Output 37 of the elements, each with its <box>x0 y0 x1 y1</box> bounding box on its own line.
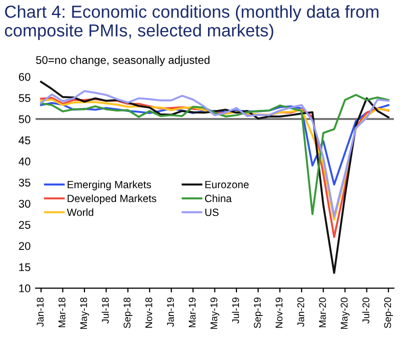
x-tick-label: Sep-20 <box>384 298 393 328</box>
x-tick-label: Mar-20 <box>319 298 326 328</box>
y-tick-label: 30 <box>18 200 30 208</box>
x-tick-label: Sep-18 <box>124 298 132 328</box>
y-tick-label: 25 <box>18 220 30 229</box>
x-tick-label: Jul-20 <box>362 298 370 324</box>
x-tick-label: Mar-19 <box>188 298 196 328</box>
line-series <box>40 80 390 274</box>
y-tick-label: 50 <box>18 115 30 124</box>
legend-label: China <box>205 194 232 202</box>
legend-label: World <box>66 208 94 216</box>
y-tick-label: 10 <box>19 284 30 292</box>
x-tick-label: May-18 <box>80 298 89 329</box>
legend-label: Developed Markets <box>68 194 156 204</box>
x-tick-label: Nov-18 <box>145 298 152 328</box>
x-tick-label: Sep-19 <box>254 298 263 328</box>
y-tick-label: 45 <box>18 136 30 144</box>
legend-label: Eurozone <box>205 181 249 188</box>
y-tick-label: 40 <box>18 158 30 166</box>
x-tick-label: Jul-18 <box>102 298 109 324</box>
y-tick-label: 35 <box>18 178 30 187</box>
x-tick-label: May-20 <box>340 298 350 329</box>
x-tick-label: Jan-20 <box>297 298 304 327</box>
y-tick-label: 55 <box>18 94 30 102</box>
chart-title: Chart 4: Economic conditions (monthly data from composite PMIs, selected markets) <box>4 5 378 40</box>
x-tick-label: Jan-19 <box>167 298 174 327</box>
y-tick-label: 15 <box>19 263 30 272</box>
y-tick-label: 60 <box>18 72 30 81</box>
legend-label: US <box>205 208 219 216</box>
chart-subtitle: 50=no change, seasonally adjusted <box>36 56 210 66</box>
x-tick-label: May-19 <box>210 298 220 329</box>
y-tick-label: 20 <box>18 242 30 250</box>
x-tick-label: Nov-19 <box>276 298 282 328</box>
x-tick-label: Jan-18 <box>36 298 44 327</box>
legend-label: Emerging Markets <box>68 180 152 190</box>
x-tick-label: Jul-19 <box>232 298 240 324</box>
x-tick-label: Mar-18 <box>58 298 66 328</box>
